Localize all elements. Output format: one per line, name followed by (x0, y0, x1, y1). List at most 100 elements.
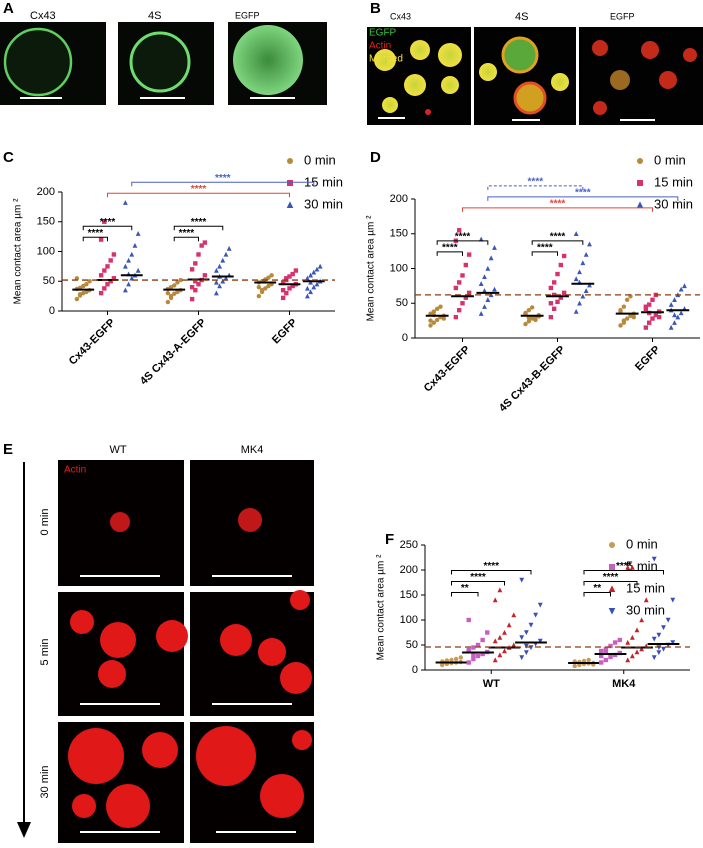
data-point (555, 299, 560, 305)
significance-label: ** (593, 583, 601, 594)
significance-label: **** (575, 187, 591, 198)
data-point (172, 283, 177, 288)
data-point (441, 316, 447, 321)
arrow-head (17, 822, 31, 838)
data-point (577, 300, 582, 306)
data-point (466, 617, 471, 623)
data-point (290, 271, 295, 277)
data-point (537, 638, 543, 644)
data-point (456, 308, 462, 313)
data-point (165, 290, 171, 296)
data-point (528, 645, 534, 651)
significance-bracket (451, 592, 479, 597)
data-point (482, 304, 487, 309)
y-axis-title: Mean contact area µm ² (376, 554, 387, 660)
image-a2 (118, 22, 214, 105)
significance-bracket (173, 236, 199, 242)
data-point (672, 297, 677, 302)
data-point (256, 293, 262, 299)
data-point (108, 279, 113, 284)
data-point (475, 642, 481, 648)
data-point (651, 636, 657, 642)
significance-bracket (487, 185, 584, 190)
y-tick-label: 100 (390, 262, 408, 274)
data-point (587, 282, 592, 288)
significance-label: **** (455, 231, 471, 242)
data-point (74, 296, 80, 302)
significance-label: **** (191, 184, 207, 195)
legend-marker (286, 201, 294, 208)
data-point (428, 318, 433, 323)
significance-bracket (436, 251, 463, 256)
y-tick-label: 200 (400, 564, 418, 576)
data-point (519, 655, 525, 661)
data-point (466, 252, 472, 257)
data-point (651, 655, 657, 661)
data-point (661, 646, 666, 652)
data-point (618, 308, 623, 313)
data-point (280, 295, 286, 301)
legend-label: 30 min (304, 196, 343, 211)
data-point (599, 648, 604, 654)
y-tick-label: 50 (396, 297, 408, 309)
significance-label: **** (215, 173, 231, 184)
data-point (458, 655, 463, 660)
y-tick-label: 250 (400, 539, 418, 551)
legend-marker (637, 180, 643, 186)
channel-label: Actin (64, 465, 86, 476)
panel-letter: E (3, 441, 13, 458)
data-point (672, 312, 677, 318)
data-point (287, 274, 292, 279)
data-point (548, 301, 554, 306)
data-point (466, 647, 471, 653)
y-tick-label: 200 (390, 193, 408, 205)
data-point (629, 564, 635, 570)
data-point (178, 277, 183, 283)
data-point (196, 282, 201, 287)
row-label: 30 min (39, 765, 51, 798)
data-point (129, 275, 135, 281)
significance-bracket (462, 207, 653, 212)
data-point (98, 273, 104, 278)
significance-label: ** (461, 583, 469, 594)
x-tick-label: EGFP (270, 317, 300, 347)
data-point (634, 649, 640, 655)
data-point (555, 271, 560, 277)
data-point (603, 657, 609, 663)
y-tick-label: 50 (406, 639, 418, 651)
y-tick-label: 150 (390, 228, 408, 240)
data-point (661, 625, 666, 631)
data-point (523, 650, 529, 656)
data-point (526, 319, 532, 324)
data-point (105, 282, 110, 287)
data-point (621, 318, 627, 323)
data-point (132, 242, 138, 248)
data-point (639, 617, 645, 623)
row-label: 5 min (39, 639, 51, 666)
data-point (266, 275, 271, 280)
image-label: Cx43 (390, 11, 411, 21)
legend-marker (609, 564, 615, 570)
data-point (603, 649, 609, 655)
data-point (284, 290, 289, 296)
data-point (314, 266, 320, 272)
data-point (453, 656, 459, 662)
data-point (259, 287, 265, 293)
data-point (105, 264, 110, 269)
data-point (511, 642, 517, 648)
data-point (111, 252, 117, 257)
data-point (471, 645, 476, 650)
data-point (537, 602, 543, 608)
data-point (460, 273, 465, 278)
data-point (665, 617, 671, 623)
y-tick-label: 50 (43, 275, 55, 287)
data-point (629, 634, 635, 640)
data-point (196, 252, 201, 257)
legend-marker (608, 608, 616, 615)
image-b2 (474, 27, 576, 125)
data-point (431, 320, 437, 325)
data-point (624, 297, 630, 302)
data-point (621, 304, 627, 309)
data-point (646, 302, 652, 307)
data-point (226, 245, 232, 251)
